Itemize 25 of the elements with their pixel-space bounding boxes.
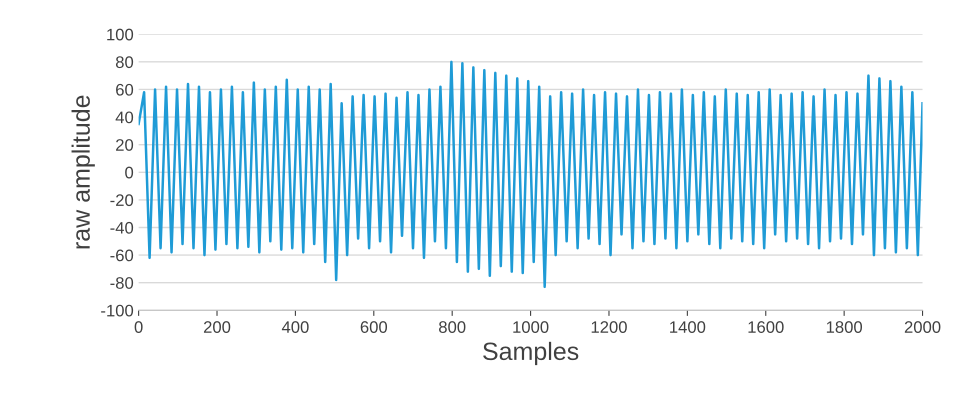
y-tick-label: -80 [110,277,134,289]
y-tick-label: 80 [116,56,134,68]
x-tick-label: 1400 [670,321,706,333]
x-tick-label: 2000 [904,321,940,333]
x-tick-label: 400 [282,321,309,333]
y-tick-label: 20 [116,139,134,151]
y-tick-label: -20 [110,194,134,206]
x-tick-label: 600 [360,321,388,333]
x-axis-title: Samples [483,342,578,366]
y-tick-label: 0 [125,166,134,178]
y-tick-label: 60 [116,84,134,96]
y-axis-title: raw amplitude [72,96,95,248]
line-series [138,60,923,288]
x-tick-label: 1200 [592,321,627,333]
x-tick-label: 200 [204,321,230,333]
x-tick-label: 1000 [513,321,548,333]
x-tick-label: 800 [439,321,466,333]
y-tick-label: -60 [110,250,134,262]
y-tick-label: -40 [110,222,134,234]
y-tick-label: -100 [101,304,134,317]
x-tick-label: 1800 [826,321,862,333]
y-tick-label: 100 [107,28,134,40]
x-tick-label: 0 [134,321,143,333]
x-tick-label: 1600 [748,321,784,333]
y-tick-label: 40 [116,111,134,124]
